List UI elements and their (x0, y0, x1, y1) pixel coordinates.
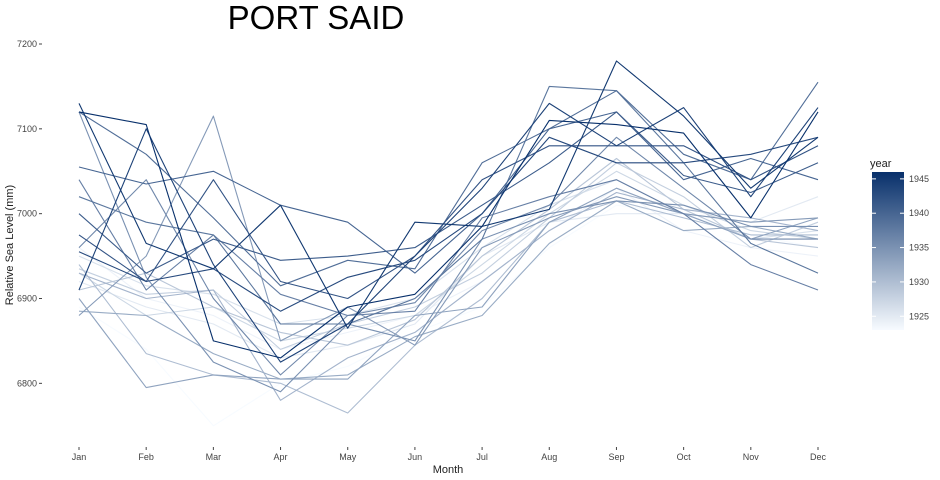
x-tick-label: Mar (206, 452, 222, 462)
series-line-1940 (78, 111, 819, 274)
chart-title: PORT SAID (228, 0, 405, 36)
legend-tick-label: 1925 (909, 311, 929, 321)
series-lines (78, 60, 819, 427)
series-line-1943 (78, 136, 819, 312)
series-line-1934 (78, 115, 819, 346)
series-line-1929 (78, 157, 819, 346)
x-tick-label: Apr (274, 452, 288, 462)
x-axis-title: Month (433, 464, 464, 476)
series-line-1942 (78, 145, 819, 300)
legend: year 1925 1930 1935 1940 1945 (870, 158, 929, 330)
y-tick-label: 6900 (17, 294, 37, 304)
series-line-1926 (78, 179, 819, 325)
x-tick-label: May (339, 452, 357, 462)
series-line-1930 (78, 200, 818, 414)
legend-colorbar (872, 172, 904, 330)
y-axis-title: Relative Sea Level (mm) (4, 185, 16, 305)
series-line-1944 (78, 102, 819, 363)
x-tick-label: Aug (541, 452, 557, 462)
x-tick-label: Jun (408, 452, 423, 462)
legend-title: year (870, 158, 892, 170)
series-line-1945 (78, 60, 819, 329)
y-axis: 6800 6900 7000 7100 7200 (17, 39, 42, 388)
x-tick-label: Feb (138, 452, 154, 462)
y-tick-label: 6800 (17, 378, 37, 388)
series-line-1937 (78, 179, 819, 317)
x-tick-label: Dec (810, 452, 827, 462)
x-axis: Jan Feb Mar Apr May Jun Jul Aug Sep Oct Nov Dec (72, 447, 827, 462)
x-tick-label: Sep (608, 452, 624, 462)
series-line-1923 (78, 204, 819, 427)
series-line-1946 (78, 111, 819, 359)
series-line-1931 (78, 191, 819, 401)
x-tick-label: Oct (677, 452, 692, 462)
legend-tick-label: 1930 (909, 277, 929, 287)
series-line-1939 (78, 81, 819, 287)
legend-tick-label: 1935 (909, 243, 929, 253)
y-tick-label: 7200 (17, 39, 37, 49)
x-tick-label: Nov (743, 452, 760, 462)
series-line-1933 (78, 187, 819, 389)
x-tick-label: Jan (72, 452, 87, 462)
series-line-1941 (78, 111, 819, 274)
x-tick-label: Jul (476, 452, 488, 462)
y-tick-label: 7000 (17, 209, 37, 219)
legend-tick-label: 1940 (909, 208, 929, 218)
series-line-1924 (78, 187, 819, 350)
legend-tick-label: 1945 (909, 174, 929, 184)
y-tick-label: 7100 (17, 124, 37, 134)
series-line-1935 (78, 111, 818, 393)
series-line-1936 (78, 136, 818, 376)
